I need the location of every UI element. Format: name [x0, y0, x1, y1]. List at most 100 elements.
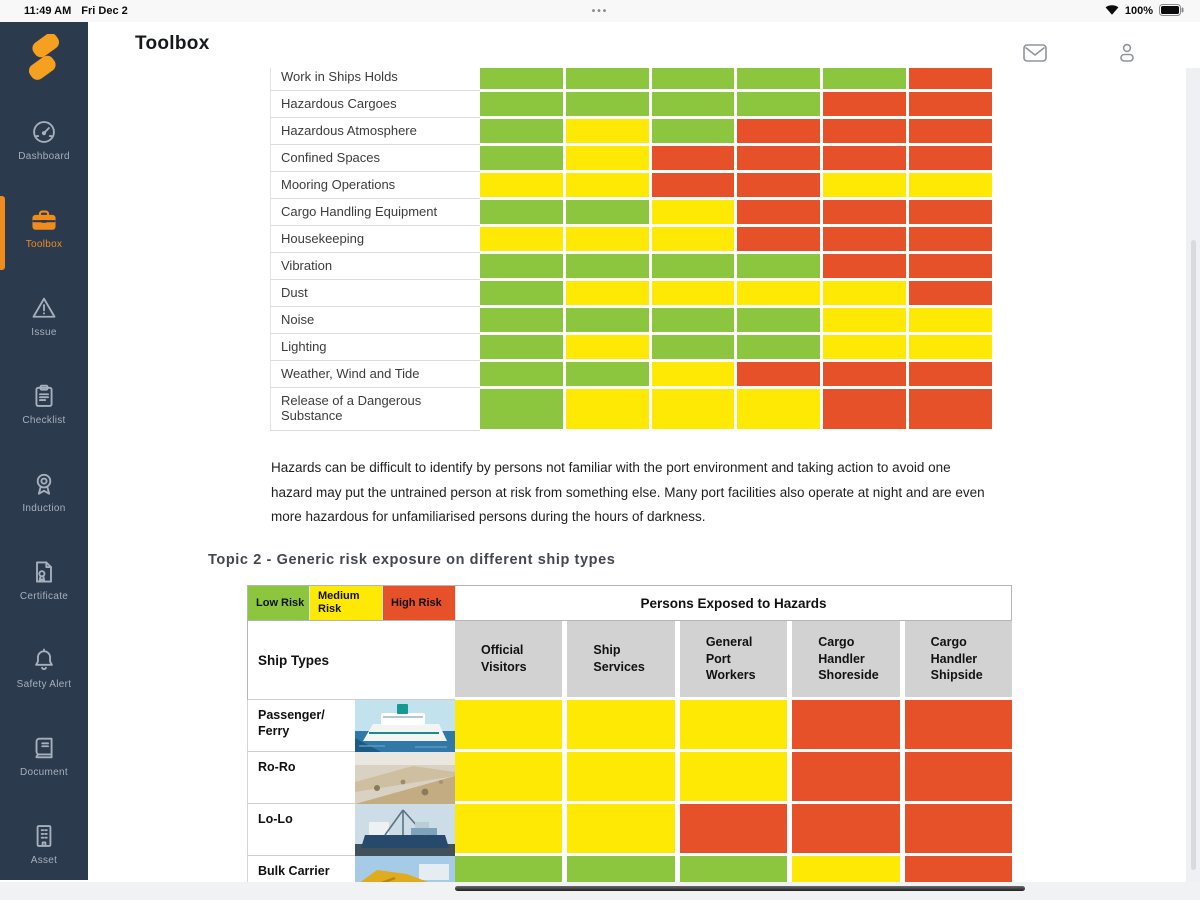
risk-cell-high	[737, 119, 821, 143]
bulk-carrier-photo	[355, 856, 455, 882]
status-time: 11:49 AM	[24, 5, 72, 17]
hazard-row: Vibration	[270, 253, 992, 280]
page-title: Toolbox	[135, 33, 210, 54]
sidebar-item-induction[interactable]: Induction	[0, 460, 88, 548]
hazard-row: Dust	[270, 280, 992, 307]
sidebar-item-label: Document	[20, 767, 68, 778]
risk-cell-low	[565, 200, 649, 224]
risk-cell-high	[823, 119, 907, 143]
risk-cell-high	[909, 281, 992, 305]
risk-cell-high	[737, 146, 821, 170]
hazard-row-label: Hazardous Cargoes	[270, 91, 480, 118]
hazard-row-label: Work in Ships Holds	[270, 68, 480, 91]
hazard-row-label: Vibration	[270, 253, 480, 280]
hazard-row-cells	[480, 68, 992, 91]
sidebar-item-checklist[interactable]: Checklist	[0, 372, 88, 460]
ship-type-label: Bulk Carrier	[247, 856, 355, 882]
risk-cell-medium	[565, 119, 649, 143]
risk-cell-medium	[792, 856, 900, 882]
building-icon	[30, 822, 58, 850]
sidebar-item-document[interactable]: Document	[0, 724, 88, 812]
sidebar-item-certificate[interactable]: Certificate	[0, 548, 88, 636]
risk-cell-high	[823, 254, 907, 278]
risk-cell-high	[823, 362, 907, 386]
risk-cell-low	[565, 92, 649, 116]
horizontal-scrollbar-thumb[interactable]	[455, 886, 1025, 891]
risk-cell-low	[737, 92, 821, 116]
roro-photo	[355, 752, 455, 804]
ship-row-passenger-ferry: Passenger/ Ferry	[247, 700, 1013, 752]
risk-cell-low	[480, 389, 563, 429]
sidebar-item-label: Checklist	[22, 415, 66, 426]
hazard-row-label: Release of a Dangerous Substance	[270, 388, 480, 431]
risk-cell-medium	[480, 173, 563, 197]
ship-types-header: Ship Types	[247, 621, 455, 700]
user-profile-icon[interactable]	[1114, 41, 1140, 65]
risk-cell-medium	[455, 752, 563, 801]
risk-cell-medium	[823, 281, 907, 305]
hazard-row-label: Confined Spaces	[270, 145, 480, 172]
bottom-scroll-strip	[0, 882, 1200, 900]
risk-cell-medium	[679, 700, 788, 749]
risk-cell-low	[823, 68, 907, 89]
hazard-row-label: Mooring Operations	[270, 172, 480, 199]
risk-cell-low	[651, 68, 735, 89]
person-column-cargo-handler-shipside: Cargo Handler Shipside	[904, 621, 1013, 697]
person-column-ship-services: Ship Services	[567, 621, 675, 697]
sidebar-item-safety-alert[interactable]: Safety Alert	[0, 636, 88, 724]
sidebar-nav: Dashboard Toolbox Issue Checklist Induction C…	[0, 108, 88, 900]
battery-icon	[1159, 3, 1184, 19]
person-column-label: Official Visitors	[481, 643, 527, 674]
hazard-row: Hazardous Atmosphere	[270, 118, 992, 145]
risk-cell-medium	[651, 362, 735, 386]
person-columns: Official Visitors Ship Services General Po…	[455, 621, 1013, 700]
hazard-row-label: Housekeeping	[270, 226, 480, 253]
risk-cell-high	[737, 227, 821, 251]
risk-cell-medium	[909, 173, 992, 197]
hazard-row-label: Hazardous Atmosphere	[270, 118, 480, 145]
risk-cell-medium	[455, 700, 563, 749]
risk-cell-medium	[567, 804, 675, 853]
vertical-scrollbar-thumb[interactable]	[1191, 240, 1196, 870]
risk-cell-low	[679, 856, 788, 882]
app-logo-icon[interactable]	[0, 34, 88, 92]
risk-cell-low	[567, 856, 675, 882]
hazard-row: Mooring Operations	[270, 172, 992, 199]
clipboard-icon	[30, 382, 58, 410]
risk-cell-medium	[651, 227, 735, 251]
status-bar: 11:49 AM Fri Dec 2 ••• 100%	[0, 0, 1200, 22]
risk-cell-low	[480, 68, 563, 89]
sidebar-item-label: Issue	[31, 327, 57, 338]
ship-row-ro-ro: Ro-Ro	[247, 752, 1013, 804]
sidebar-item-asset[interactable]: Asset	[0, 812, 88, 900]
hazard-row: Work in Ships Holds	[270, 68, 992, 91]
sidebar-item-issue[interactable]: Issue	[0, 284, 88, 372]
sidebar-item-toolbox[interactable]: Toolbox	[0, 196, 88, 284]
person-column-label: Cargo Handler Shoreside	[818, 634, 879, 683]
risk-cell-high	[651, 146, 735, 170]
hazard-row-cells	[480, 280, 992, 307]
risk-cell-medium	[565, 335, 649, 359]
risk-cell-medium	[651, 389, 735, 429]
risk-cell-low	[480, 335, 563, 359]
risk-cell-high	[792, 700, 900, 749]
risk-cell-high	[909, 389, 992, 429]
vertical-scrollbar-track[interactable]	[1186, 68, 1200, 882]
risk-cell-low	[480, 92, 563, 116]
mail-icon[interactable]	[1022, 41, 1048, 65]
ship-type-label: Ro-Ro	[247, 752, 355, 804]
person-column-label: General Port Workers	[705, 634, 756, 683]
hazard-row-cells	[480, 145, 992, 172]
hazard-row: Weather, Wind and Tide	[270, 361, 992, 388]
risk-cell-low	[651, 335, 735, 359]
hazard-row: Confined Spaces	[270, 145, 992, 172]
risk-cell-high	[792, 804, 900, 853]
sidebar-item-label: Induction	[22, 503, 66, 514]
risk-cell-medium	[565, 281, 649, 305]
sidebar: Dashboard Toolbox Issue Checklist Induction C…	[0, 22, 88, 880]
toolbox-icon	[30, 206, 58, 234]
risk-cell-medium	[567, 752, 675, 801]
warning-triangle-icon	[30, 294, 58, 322]
sidebar-item-dashboard[interactable]: Dashboard	[0, 108, 88, 196]
